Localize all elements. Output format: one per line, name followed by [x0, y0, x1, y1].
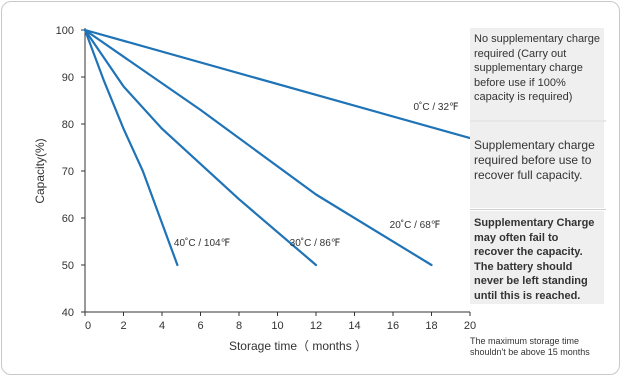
storage-note: The maximum storage time shouldn't be ab…: [470, 336, 590, 357]
y-tick-label: 40: [62, 307, 74, 319]
series-line: [83, 28, 472, 140]
x-tick-label: 4: [159, 320, 165, 332]
y-tick-label: 50: [62, 260, 74, 272]
x-tick-label: 16: [387, 320, 399, 332]
zone-may-fail: Supplementary Charge may often fail to r…: [470, 211, 604, 304]
x-tick-label: 14: [348, 320, 360, 332]
y-tick-label: 80: [62, 119, 74, 131]
y-tick-label: 60: [62, 213, 74, 225]
series-label: 20˚C / 68℉: [390, 219, 441, 231]
series-line: [83, 28, 318, 267]
series-label: 30˚C / 86℉: [290, 237, 341, 249]
series-label: 0˚C / 32℉: [413, 101, 458, 113]
x-tick-label: 0: [85, 320, 91, 332]
x-tick-label: 8: [236, 320, 242, 332]
x-tick-label: 6: [197, 320, 203, 332]
series-label: 40˚C / 104℉: [174, 237, 230, 249]
series-line: [83, 28, 179, 267]
x-tick-label: 12: [310, 320, 322, 332]
y-tick-label: 70: [62, 166, 74, 178]
series-line: [83, 28, 433, 267]
x-tick-label: 2: [120, 320, 126, 332]
zone-charge-required: Supplementary charge required before use…: [470, 122, 604, 208]
x-axis-title: Storage time（ months ）: [229, 339, 367, 353]
y-tick-label: 90: [62, 72, 74, 84]
y-tick-label: 100: [56, 25, 74, 37]
zone-no-charge: No supplementary charge required (Carry …: [470, 28, 604, 120]
x-tick-label: 10: [271, 320, 283, 332]
x-tick-label: 20: [464, 320, 476, 332]
y-axis-title: Capacity(%): [33, 138, 47, 203]
x-tick-label: 18: [425, 320, 437, 332]
